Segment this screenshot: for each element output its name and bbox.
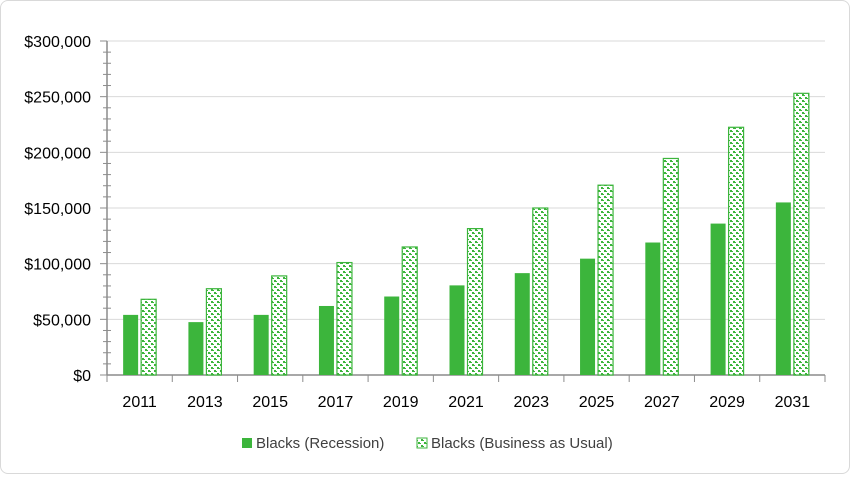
bar-business-as-usual — [271, 275, 288, 376]
x-tick-label: 2017 — [318, 394, 354, 411]
bar-business-as-usual — [532, 207, 549, 376]
bar-business-as-usual — [597, 184, 614, 376]
bar-business-as-usual — [401, 246, 418, 376]
x-tick-label: 2031 — [775, 394, 811, 411]
x-tick-label: 2019 — [383, 394, 419, 411]
legend-label: Blacks (Business as Usual) — [431, 435, 613, 452]
x-tick-label: 2011 — [122, 394, 157, 411]
axes — [100, 40, 826, 382]
x-tick-label: 2015 — [252, 394, 288, 411]
bar-recession — [775, 202, 791, 375]
y-tick-label: $100,000 — [24, 257, 91, 274]
y-tick-label: $0 — [73, 368, 91, 385]
legend-label: Blacks (Recession) — [256, 435, 384, 452]
legend: Blacks (Recession) Blacks (Business as Us… — [242, 435, 613, 452]
bar-recession — [123, 314, 139, 375]
bar-recession — [188, 322, 204, 375]
bar-business-as-usual — [793, 92, 810, 376]
bar-recession — [580, 258, 596, 375]
gridlines — [107, 40, 825, 320]
bar-recession — [449, 285, 465, 375]
bar-recession — [514, 273, 530, 375]
bars — [123, 92, 810, 376]
x-tick-label: 2021 — [448, 394, 484, 411]
x-tick-label: 2025 — [579, 394, 615, 411]
legend-swatch-recession — [242, 438, 252, 448]
x-tick-label: 2023 — [513, 394, 549, 411]
bar-business-as-usual — [727, 126, 745, 376]
y-tick-label: $150,000 — [24, 201, 91, 218]
legend-swatch-business-as-usual — [416, 437, 428, 449]
bar-recession — [318, 305, 334, 375]
bar-business-as-usual — [662, 157, 679, 376]
x-tick-label: 2027 — [644, 394, 680, 411]
bar-business-as-usual — [336, 261, 353, 376]
x-tick-label: 2029 — [709, 394, 745, 411]
bar-recession — [710, 223, 726, 375]
bar-recession — [384, 296, 400, 375]
tick-labels: $0 $50,000 $100,000 $150,000 $200,000 $250,00… — [24, 34, 810, 411]
bar-business-as-usual — [205, 288, 223, 376]
bar-recession — [645, 242, 661, 375]
x-tick-label: 2013 — [187, 394, 223, 411]
y-tick-label: $300,000 — [24, 34, 91, 51]
y-tick-label: $50,000 — [33, 312, 91, 329]
bar-recession — [253, 314, 269, 375]
y-tick-label: $200,000 — [24, 145, 91, 162]
bar-business-as-usual — [140, 298, 157, 376]
y-tick-label: $250,000 — [24, 90, 91, 107]
bar-business-as-usual — [466, 227, 484, 376]
